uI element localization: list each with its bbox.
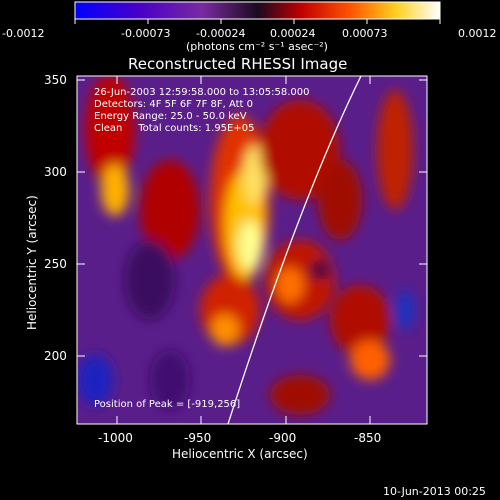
y-tick-label: 350 — [44, 73, 67, 87]
colorbar-units: (photons cm⁻² s⁻¹ asec⁻²) — [186, 40, 328, 53]
plot-title: Reconstructed RHESSI Image — [128, 55, 347, 73]
annotation-peak: Position of Peak = [-919,256] — [94, 399, 240, 410]
x-tick-label: -950 — [184, 431, 211, 445]
x-tick-label: -850 — [354, 431, 381, 445]
y-tick-label: 250 — [44, 257, 67, 271]
colorbar-tick-label: -0.0012 — [2, 27, 44, 40]
colorbar-tick-label: 0.0012 — [458, 27, 497, 40]
y-tick-label: 200 — [44, 349, 67, 363]
axis-ticks — [77, 76, 427, 424]
footer-date: 10-Jun-2013 00:25 — [383, 485, 486, 498]
x-tick-label: -900 — [269, 431, 296, 445]
annotation-detectors: Detectors: 4F 5F 6F 7F 8F, Att 0 — [94, 99, 253, 110]
x-tick-label: -1000 — [98, 431, 133, 445]
colorbar-tick-label: -0.00073 — [121, 27, 170, 40]
rhessi-image — [77, 76, 427, 424]
x-axis-label: Heliocentric X (arcsec) — [172, 447, 308, 461]
annotation-counts: Clean Total counts: 1.95E+05 — [94, 123, 254, 134]
y-axis-label: Heliocentric Y (arcsec) — [25, 195, 39, 330]
colorbar-tick-label: -0.00024 — [196, 27, 245, 40]
solar-limb-line — [227, 76, 362, 424]
colorbar — [74, 1, 441, 20]
plot-frame — [76, 75, 428, 425]
annotation-energy: Energy Range: 25.0 - 50.0 keV — [94, 111, 247, 122]
colorbar-ticks — [74, 19, 441, 24]
colorbar-tick-label: 0.00073 — [342, 27, 388, 40]
colorbar-tick-label: 0.00024 — [270, 27, 316, 40]
y-tick-label: 300 — [44, 165, 67, 179]
annotation-time-range: 26-Jun-2003 12:59:58.000 to 13:05:58.000 — [94, 87, 310, 98]
